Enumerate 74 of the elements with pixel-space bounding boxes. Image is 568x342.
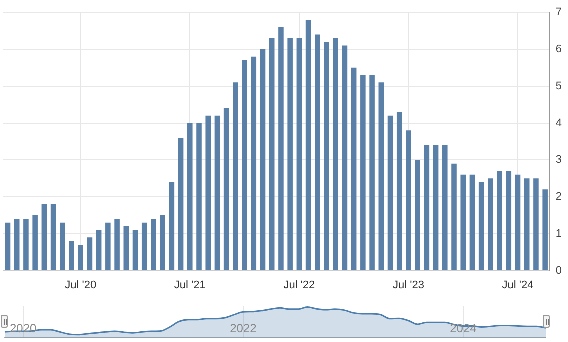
bar — [515, 174, 521, 270]
x-tick-label: Jul '23 — [392, 279, 424, 292]
bar — [233, 82, 238, 270]
bar — [506, 171, 512, 270]
bar — [269, 38, 275, 270]
bar — [542, 190, 548, 270]
bar — [315, 34, 320, 270]
bar — [188, 123, 193, 270]
bar — [224, 108, 230, 270]
bar — [42, 204, 48, 270]
bar — [378, 82, 384, 270]
bar — [124, 226, 130, 270]
bar — [342, 46, 348, 270]
bar — [424, 145, 430, 270]
bar — [360, 75, 366, 270]
bar — [470, 174, 476, 270]
y-tick-label: 7 — [556, 6, 562, 19]
bar — [351, 68, 357, 270]
bar — [206, 116, 211, 270]
bar — [488, 178, 494, 270]
bar — [478, 182, 484, 270]
x-tick-label: 2022 — [230, 322, 258, 336]
bar — [169, 182, 175, 270]
bar — [196, 123, 202, 270]
x-tick-label: Jul '21 — [174, 279, 206, 292]
bar — [96, 230, 102, 270]
bar — [388, 116, 394, 270]
y-tick-label: 6 — [556, 44, 562, 56]
bar — [151, 219, 156, 270]
bar — [50, 204, 56, 270]
y-tick-label: 3 — [556, 154, 562, 166]
bar — [160, 215, 166, 270]
bar — [14, 219, 20, 270]
bar — [396, 112, 402, 270]
bar — [288, 38, 293, 270]
bar — [296, 38, 302, 270]
bar — [132, 230, 138, 270]
bar — [142, 222, 148, 270]
bar — [214, 116, 220, 270]
bar — [60, 222, 66, 270]
bar — [251, 56, 257, 270]
y-tick-label: 1 — [556, 228, 562, 240]
bar — [324, 42, 330, 270]
bar — [69, 241, 74, 270]
x-tick-label: Jul '24 — [502, 279, 534, 292]
bar — [5, 222, 11, 270]
bar — [460, 174, 466, 270]
bar — [32, 215, 38, 270]
bar — [114, 219, 120, 270]
bar — [370, 75, 375, 270]
x-tick-label: Jul '20 — [65, 279, 97, 292]
bar — [415, 160, 420, 270]
bar — [442, 145, 448, 270]
y-tick-label: 2 — [556, 191, 562, 204]
bar — [78, 244, 84, 270]
bar — [333, 38, 339, 270]
bar — [433, 145, 439, 270]
y-tick-label: 0 — [556, 264, 562, 277]
bar — [242, 60, 248, 270]
y-tick-label: 5 — [556, 80, 562, 92]
y-tick-label: 4 — [556, 117, 562, 130]
bar — [24, 219, 29, 270]
bar — [406, 130, 412, 270]
bar — [260, 49, 266, 270]
bar — [524, 178, 530, 270]
bar — [278, 27, 284, 270]
bar — [534, 178, 539, 270]
x-tick-label: Jul '22 — [284, 279, 316, 292]
bar — [87, 238, 93, 270]
bar — [178, 138, 184, 270]
bar — [497, 171, 502, 270]
bar — [452, 164, 457, 270]
bar — [106, 222, 111, 270]
bar — [306, 20, 312, 270]
